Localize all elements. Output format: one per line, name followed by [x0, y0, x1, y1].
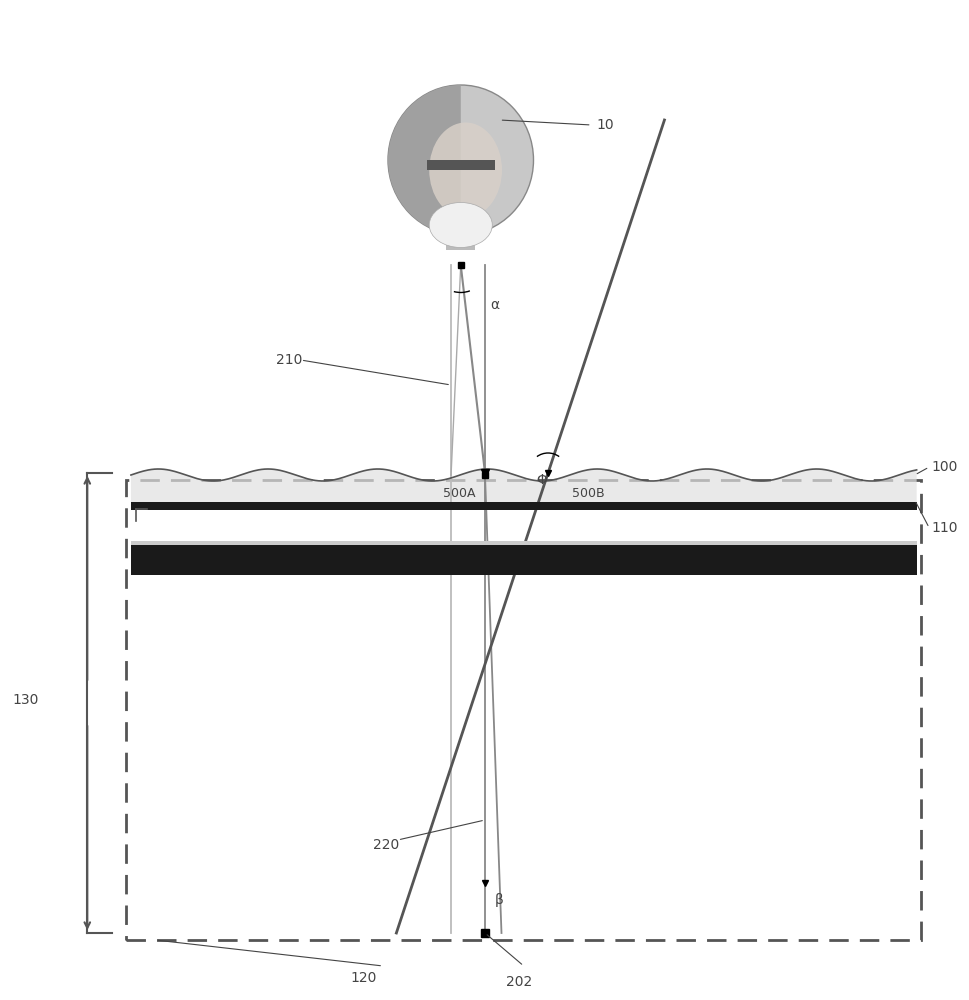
Text: 130: 130 — [13, 693, 39, 707]
Circle shape — [388, 85, 533, 235]
Bar — [131, 541, 916, 545]
Text: Φ: Φ — [535, 473, 547, 487]
Bar — [126, 480, 921, 940]
Bar — [131, 542, 916, 575]
Text: 210: 210 — [276, 353, 302, 367]
Wedge shape — [388, 85, 460, 235]
Ellipse shape — [428, 202, 491, 247]
Text: 220: 220 — [373, 838, 399, 852]
Ellipse shape — [428, 122, 502, 218]
Text: 202: 202 — [505, 975, 532, 989]
Bar — [426, 160, 494, 170]
Bar — [446, 230, 475, 250]
Text: 500B: 500B — [572, 487, 605, 500]
Text: α: α — [489, 298, 499, 312]
Bar — [131, 502, 916, 510]
Text: 110: 110 — [930, 521, 956, 535]
Text: 10: 10 — [596, 118, 613, 132]
Text: 100: 100 — [930, 460, 956, 474]
Text: β: β — [494, 893, 504, 907]
Text: 500A: 500A — [442, 487, 475, 500]
Text: 120: 120 — [350, 971, 377, 985]
